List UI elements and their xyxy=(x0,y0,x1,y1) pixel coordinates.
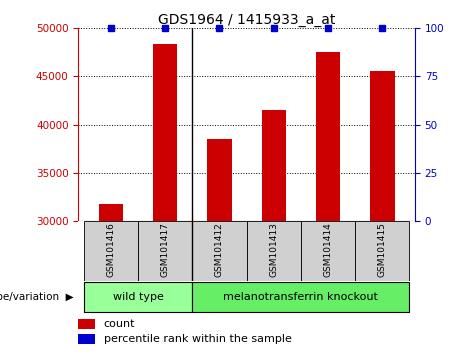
Bar xyxy=(99,204,123,221)
Text: GSM101415: GSM101415 xyxy=(378,222,387,278)
Bar xyxy=(153,44,177,221)
Text: genotype/variation  ▶: genotype/variation ▶ xyxy=(0,292,74,302)
Bar xyxy=(84,282,192,312)
Bar xyxy=(207,139,232,221)
Title: GDS1964 / 1415933_a_at: GDS1964 / 1415933_a_at xyxy=(158,13,335,27)
Bar xyxy=(301,221,355,281)
Bar xyxy=(192,221,247,281)
Text: GSM101414: GSM101414 xyxy=(324,222,332,277)
Bar xyxy=(247,221,301,281)
Bar xyxy=(78,319,95,329)
Text: wild type: wild type xyxy=(112,292,164,302)
Text: percentile rank within the sample: percentile rank within the sample xyxy=(104,334,291,344)
Bar xyxy=(316,52,340,221)
Text: GSM101413: GSM101413 xyxy=(269,222,278,278)
Text: GSM101417: GSM101417 xyxy=(161,222,170,278)
Text: GSM101412: GSM101412 xyxy=(215,222,224,277)
Text: melanotransferrin knockout: melanotransferrin knockout xyxy=(224,292,378,302)
Bar xyxy=(261,110,286,221)
Bar xyxy=(138,221,192,281)
Bar xyxy=(370,71,395,221)
Bar xyxy=(192,282,409,312)
Text: GSM101416: GSM101416 xyxy=(106,222,115,278)
Bar xyxy=(78,334,95,344)
Bar xyxy=(355,221,409,281)
Text: count: count xyxy=(104,319,135,329)
Bar xyxy=(84,221,138,281)
